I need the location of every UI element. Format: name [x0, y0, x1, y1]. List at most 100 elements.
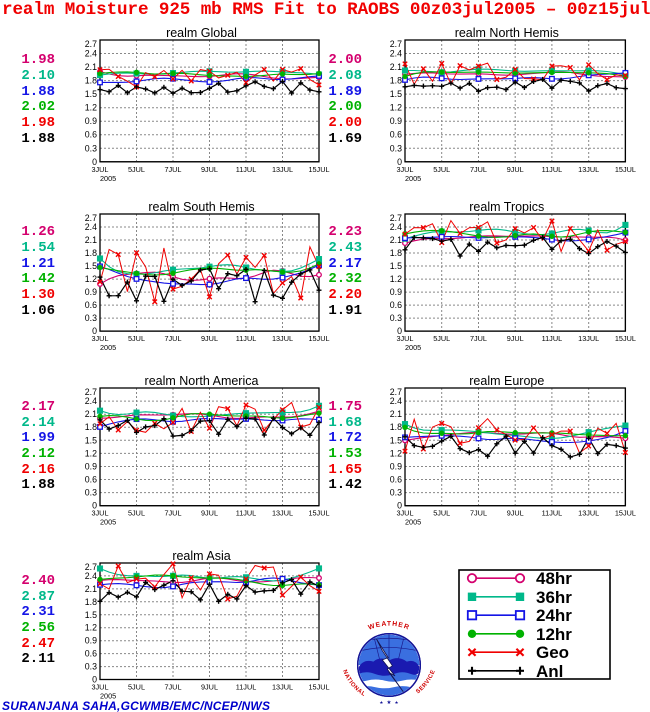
- svg-text:9JUL: 9JUL: [506, 164, 523, 173]
- svg-text:7JUL: 7JUL: [470, 334, 487, 343]
- svg-text:13JUL: 13JUL: [272, 334, 293, 343]
- svg-text:0.6: 0.6: [389, 300, 401, 310]
- svg-text:5JUL: 5JUL: [128, 334, 145, 343]
- svg-text:0.9: 0.9: [85, 635, 97, 645]
- svg-text:0.6: 0.6: [85, 475, 97, 485]
- svg-text:Geo: Geo: [536, 643, 569, 662]
- svg-text:7JUL: 7JUL: [165, 164, 182, 173]
- svg-text:13JUL: 13JUL: [578, 334, 599, 343]
- svg-text:0.3: 0.3: [389, 488, 401, 498]
- svg-text:7JUL: 7JUL: [164, 682, 181, 691]
- svg-text:2.1: 2.1: [85, 235, 97, 245]
- svg-text:0.3: 0.3: [389, 143, 401, 153]
- svg-text:9JUL: 9JUL: [201, 164, 218, 173]
- svg-text:0.3: 0.3: [85, 313, 97, 323]
- svg-text:15JUL: 15JUL: [308, 164, 329, 173]
- svg-text:2.4: 2.4: [85, 48, 97, 58]
- svg-text:7JUL: 7JUL: [470, 164, 487, 173]
- svg-text:2.1: 2.1: [389, 62, 401, 72]
- svg-text:2005: 2005: [100, 343, 116, 352]
- svg-text:2.7: 2.7: [389, 213, 401, 223]
- svg-text:3JUL: 3JUL: [92, 164, 109, 173]
- svg-text:2.7: 2.7: [85, 387, 97, 397]
- svg-text:0.6: 0.6: [389, 475, 401, 485]
- svg-text:1.8: 1.8: [85, 248, 97, 258]
- svg-text:0.9: 0.9: [389, 462, 401, 472]
- svg-text:9JUL: 9JUL: [201, 334, 218, 343]
- svg-text:9JUL: 9JUL: [506, 334, 523, 343]
- svg-text:13JUL: 13JUL: [272, 682, 293, 691]
- svg-text:11JUL: 11JUL: [541, 509, 562, 518]
- svg-text:1.8: 1.8: [85, 75, 97, 85]
- svg-text:0.9: 0.9: [389, 287, 401, 297]
- svg-text:11JUL: 11JUL: [236, 682, 257, 691]
- svg-text:★: ★: [387, 699, 392, 706]
- svg-text:2.4: 2.4: [389, 48, 401, 58]
- svg-text:2.1: 2.1: [85, 62, 97, 72]
- svg-text:9JUL: 9JUL: [201, 509, 218, 518]
- svg-text:0.9: 0.9: [85, 116, 97, 126]
- svg-text:2.4: 2.4: [389, 396, 401, 406]
- svg-text:5JUL: 5JUL: [433, 164, 450, 173]
- svg-text:2.4: 2.4: [85, 222, 97, 232]
- svg-text:0.9: 0.9: [389, 116, 401, 126]
- svg-text:0.9: 0.9: [85, 462, 97, 472]
- svg-text:0.3: 0.3: [85, 661, 97, 671]
- svg-text:1.2: 1.2: [85, 449, 97, 459]
- svg-text:1.8: 1.8: [389, 422, 401, 432]
- svg-text:WEATHER: WEATHER: [367, 621, 410, 632]
- svg-text:2005: 2005: [405, 518, 421, 527]
- svg-text:5JUL: 5JUL: [128, 682, 145, 691]
- svg-text:1.5: 1.5: [389, 261, 401, 271]
- svg-text:3JUL: 3JUL: [92, 334, 109, 343]
- svg-text:15JUL: 15JUL: [308, 682, 329, 691]
- svg-text:3JUL: 3JUL: [396, 164, 413, 173]
- svg-text:3JUL: 3JUL: [396, 509, 413, 518]
- svg-text:1.8: 1.8: [389, 248, 401, 258]
- svg-text:0.3: 0.3: [85, 143, 97, 153]
- svg-text:1.5: 1.5: [85, 610, 97, 620]
- svg-text:1.8: 1.8: [389, 75, 401, 85]
- svg-text:15JUL: 15JUL: [614, 509, 635, 518]
- svg-text:1.2: 1.2: [85, 274, 97, 284]
- svg-text:15JUL: 15JUL: [614, 164, 635, 173]
- svg-text:★: ★: [395, 700, 400, 705]
- svg-text:9JUL: 9JUL: [201, 682, 218, 691]
- svg-text:5JUL: 5JUL: [433, 509, 450, 518]
- svg-text:15JUL: 15JUL: [308, 509, 329, 518]
- svg-text:7JUL: 7JUL: [165, 334, 182, 343]
- svg-text:1.2: 1.2: [389, 102, 401, 112]
- svg-text:36hr: 36hr: [536, 588, 572, 607]
- svg-text:13JUL: 13JUL: [272, 164, 293, 173]
- svg-text:0.6: 0.6: [389, 129, 401, 139]
- svg-text:5JUL: 5JUL: [128, 164, 145, 173]
- svg-text:2.7: 2.7: [85, 213, 97, 223]
- svg-text:1.5: 1.5: [389, 435, 401, 445]
- svg-text:11JUL: 11JUL: [236, 334, 257, 343]
- svg-text:13JUL: 13JUL: [578, 164, 599, 173]
- svg-text:2.7: 2.7: [389, 387, 401, 397]
- svg-text:1.2: 1.2: [85, 622, 97, 632]
- svg-text:1.5: 1.5: [85, 435, 97, 445]
- svg-text:12hr: 12hr: [536, 625, 572, 644]
- svg-text:0.6: 0.6: [85, 648, 97, 658]
- svg-text:1.2: 1.2: [389, 449, 401, 459]
- svg-text:2.4: 2.4: [85, 571, 97, 581]
- svg-text:2.1: 2.1: [389, 409, 401, 419]
- svg-text:24hr: 24hr: [536, 606, 572, 625]
- svg-text:48hr: 48hr: [536, 569, 572, 588]
- svg-text:5JUL: 5JUL: [128, 509, 145, 518]
- svg-text:1.5: 1.5: [85, 261, 97, 271]
- svg-text:9JUL: 9JUL: [506, 509, 523, 518]
- svg-text:2005: 2005: [405, 173, 421, 182]
- svg-text:0.9: 0.9: [85, 287, 97, 297]
- svg-text:7JUL: 7JUL: [470, 509, 487, 518]
- svg-text:3JUL: 3JUL: [396, 334, 413, 343]
- svg-text:0.6: 0.6: [85, 129, 97, 139]
- svg-text:15JUL: 15JUL: [308, 334, 329, 343]
- svg-text:5JUL: 5JUL: [433, 334, 450, 343]
- svg-text:2.7: 2.7: [85, 562, 97, 572]
- svg-text:0.3: 0.3: [389, 313, 401, 323]
- svg-text:★: ★: [379, 700, 384, 705]
- svg-text:1.5: 1.5: [389, 89, 401, 99]
